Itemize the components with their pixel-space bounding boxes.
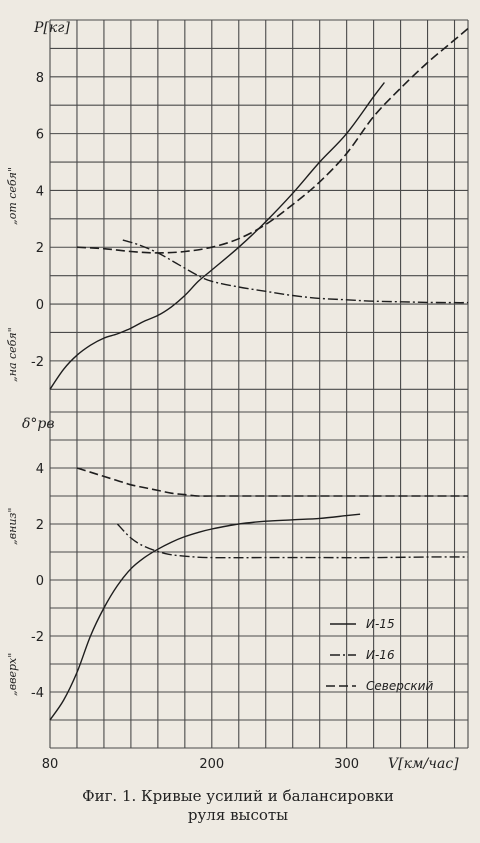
x-axis-label: V[км/час] — [388, 756, 459, 772]
lower-y-tick-label: -4 — [31, 686, 44, 701]
curves — [49, 27, 469, 721]
upper-curve-i16 — [122, 239, 469, 304]
upper-side-label-pull: „на себя" — [6, 327, 19, 382]
lower-y-axis-label: δ°рв — [22, 416, 55, 432]
upper-y-tick-label: 0 — [36, 298, 44, 313]
lower-y-tick-labels: 4 2 0 -2 -4 — [31, 462, 44, 701]
lower-y-tick-label: -2 — [31, 630, 44, 645]
lower-curve-i16 — [116, 523, 469, 559]
upper-y-tick-label: 8 — [36, 71, 44, 86]
x-tick-label: 300 — [334, 757, 359, 772]
lower-curve-i15 — [49, 513, 361, 721]
legend-label-i15: И-15 — [366, 617, 395, 631]
legend-label-i16: И-16 — [366, 648, 395, 662]
lower-y-tick-label: 0 — [36, 574, 44, 589]
upper-y-tick-label: -2 — [31, 355, 44, 370]
upper-y-tick-label: 6 — [36, 128, 44, 143]
x-tick-label: 80 — [42, 757, 59, 772]
grid — [49, 19, 469, 749]
upper-side-label-push: „от себя" — [6, 167, 19, 225]
upper-y-tick-labels: 8 6 4 2 0 -2 — [31, 71, 44, 370]
lower-side-label-down: „вниз" — [6, 508, 19, 546]
legend: И-15 И-16 Северский — [326, 617, 433, 693]
x-tick-labels: 80 200 300 — [42, 757, 359, 772]
upper-curve-i15 — [49, 82, 385, 390]
lower-side-label-up: „вверх" — [6, 653, 19, 696]
x-tick-label: 200 — [199, 757, 224, 772]
upper-curve-seversky — [76, 27, 469, 254]
caption-line-2: руля высоты — [188, 806, 288, 824]
upper-y-axis-label: P[кг] — [33, 20, 70, 36]
upper-y-tick-label: 2 — [36, 241, 44, 256]
upper-y-tick-label: 4 — [36, 184, 44, 199]
caption-line-1: Фиг. 1. Кривые усилий и балансировки — [82, 787, 394, 805]
lower-curve-seversky — [76, 467, 468, 497]
legend-label-seversky: Северский — [366, 679, 433, 693]
lower-y-tick-label: 4 — [36, 462, 44, 477]
lower-y-tick-label: 2 — [36, 518, 44, 533]
